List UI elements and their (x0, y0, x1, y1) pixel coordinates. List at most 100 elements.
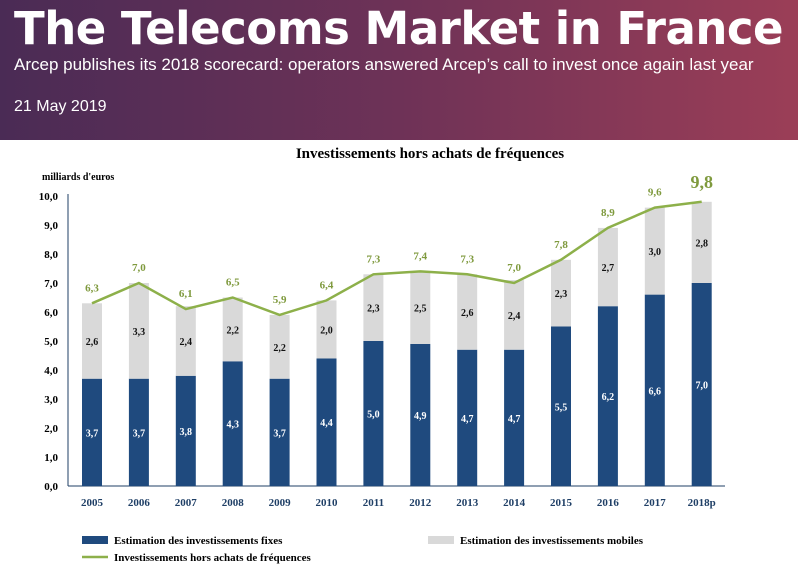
bar-fixed (269, 378, 290, 486)
legend-swatch-fixed (82, 536, 108, 544)
mobile-data-label: 2,2 (226, 325, 239, 336)
bar-fixed (316, 358, 337, 486)
y-tick-label: 10,0 (39, 191, 59, 203)
mobile-data-label: 2,0 (320, 325, 333, 336)
mobile-data-label: 2,5 (414, 304, 427, 315)
bar-mobile (457, 274, 478, 350)
y-tick-label: 4,0 (44, 365, 58, 377)
bar-mobile (504, 280, 525, 350)
y-tick-label: 5,0 (44, 336, 58, 348)
legend-swatch-mobile (428, 536, 454, 544)
x-tick-label: 2013 (456, 497, 479, 509)
chart-title: Investissements hors achats de fréquence… (296, 146, 564, 162)
mobile-data-label: 2,4 (180, 337, 193, 348)
total-data-label: 6,3 (85, 282, 99, 294)
bar-fixed (410, 343, 431, 486)
mobile-data-label: 2,3 (367, 304, 380, 315)
total-data-label: 6,1 (179, 288, 193, 300)
fixed-data-label: 3,7 (273, 428, 286, 439)
total-data-label: 9,8 (690, 172, 713, 192)
bar-fixed (644, 294, 665, 486)
total-data-label: 7,0 (507, 262, 521, 274)
legend-label-total: Investissements hors achats de fréquence… (114, 552, 311, 564)
bar-mobile (644, 207, 665, 295)
fixed-data-label: 7,0 (695, 381, 708, 392)
bar-fixed (457, 349, 478, 486)
x-tick-label: 2011 (363, 497, 384, 509)
total-data-label: 6,5 (226, 277, 240, 289)
page-title: The Telecoms Market in France (14, 2, 784, 55)
y-tick-label: 3,0 (44, 394, 58, 406)
y-tick-label: 0,0 (44, 481, 58, 493)
total-data-label: 7,4 (413, 250, 427, 262)
fixed-data-label: 6,6 (649, 386, 662, 397)
investment-chart: Investissements hors achats de fréquence… (39, 146, 725, 564)
bar-fixed (551, 326, 571, 486)
x-tick-label: 2017 (644, 497, 667, 509)
bar-fixed (128, 378, 149, 486)
y-tick-label: 7,0 (44, 278, 58, 290)
mobile-data-label: 2,3 (555, 289, 568, 300)
y-tick-label: 9,0 (44, 220, 58, 232)
bar-fixed (597, 306, 618, 486)
mobile-data-label: 2,4 (508, 311, 521, 322)
fixed-data-label: 4,7 (508, 414, 521, 425)
bar-mobile (82, 303, 102, 379)
y-axis-label: milliards d'euros (42, 172, 114, 183)
legend-label-fixed: Estimation des investissements fixes (114, 535, 283, 547)
x-tick-label: 2008 (222, 497, 245, 509)
y-tick-label: 8,0 (44, 249, 58, 261)
bar-fixed (222, 361, 243, 486)
publish-date: 21 May 2019 (14, 98, 107, 115)
bar-mobile (128, 283, 149, 379)
bar-mobile (691, 201, 712, 283)
bar-fixed (691, 283, 712, 486)
mobile-data-label: 3,0 (649, 247, 662, 258)
total-data-label: 8,9 (601, 207, 615, 219)
x-tick-label: 2018p (688, 497, 716, 509)
page-header: The Telecoms Market in France Arcep publ… (0, 0, 798, 140)
total-data-label: 5,9 (273, 294, 287, 306)
fixed-data-label: 4,7 (461, 414, 474, 425)
legend-label-mobile: Estimation des investissements mobiles (460, 535, 644, 547)
bar-mobile (316, 300, 337, 359)
x-tick-label: 2009 (269, 497, 292, 509)
fixed-data-label: 4,4 (320, 418, 333, 429)
bar-mobile (551, 259, 571, 327)
bar-mobile (410, 271, 431, 344)
bar-mobile (175, 306, 196, 376)
total-data-label: 7,0 (132, 262, 146, 274)
fixed-data-label: 3,8 (180, 427, 193, 438)
x-tick-label: 2005 (81, 497, 104, 509)
x-tick-label: 2015 (550, 497, 573, 509)
total-data-label: 6,4 (320, 279, 334, 291)
bar-mobile (597, 227, 618, 307)
y-tick-label: 2,0 (44, 423, 58, 435)
bar-fixed (363, 341, 384, 486)
mobile-data-label: 2,8 (695, 238, 708, 249)
bar-fixed (175, 375, 196, 486)
page-subtitle: Arcep publishes its 2018 scorecard: oper… (14, 55, 754, 74)
bar-mobile (222, 297, 243, 362)
y-tick-label: 6,0 (44, 307, 58, 319)
total-data-label: 7,8 (554, 239, 568, 251)
fixed-data-label: 4,9 (414, 411, 427, 422)
fixed-data-label: 3,7 (86, 428, 99, 439)
mobile-data-label: 2,2 (273, 343, 286, 354)
x-tick-label: 2016 (597, 497, 620, 509)
total-line (91, 200, 702, 317)
mobile-data-label: 2,6 (86, 337, 99, 348)
bar-mobile (363, 274, 384, 341)
fixed-data-label: 4,3 (226, 420, 239, 431)
mobile-data-label: 3,3 (133, 327, 146, 338)
y-tick-label: 1,0 (44, 452, 58, 464)
x-tick-label: 2012 (409, 497, 432, 509)
total-data-label: 9,6 (648, 187, 662, 199)
bar-fixed (82, 378, 102, 486)
bar-fixed (504, 349, 525, 486)
total-data-label: 7,3 (367, 253, 381, 265)
x-tick-label: 2007 (175, 497, 198, 509)
total-data-label: 7,3 (460, 253, 474, 265)
fixed-data-label: 5,0 (367, 410, 380, 421)
fixed-data-label: 3,7 (133, 428, 146, 439)
